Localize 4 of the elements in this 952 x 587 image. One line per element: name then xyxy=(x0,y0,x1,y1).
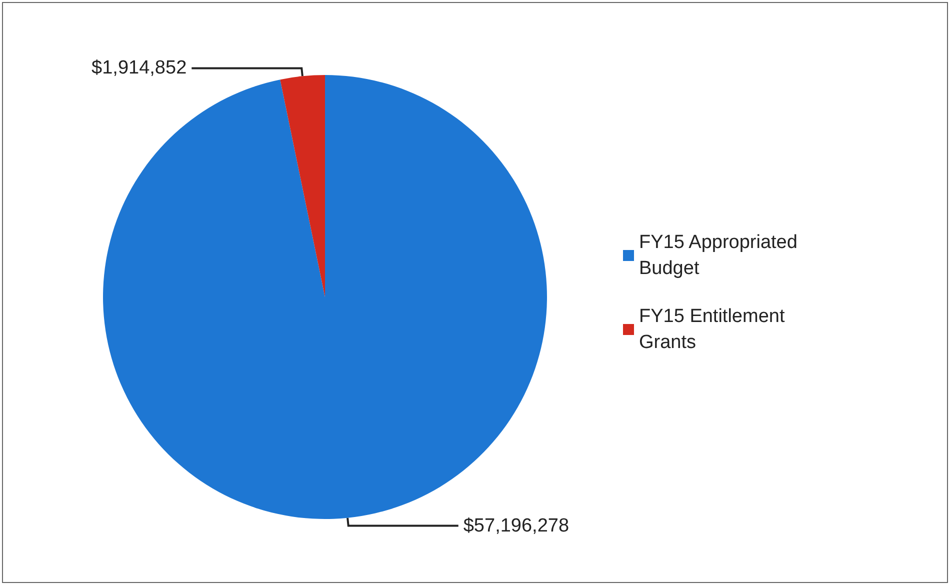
legend-label: FY15 Entitlement Grants xyxy=(639,306,790,353)
legend-label: FY15 Appropriated Budget xyxy=(639,232,803,279)
data-label: $57,196,278 xyxy=(463,515,570,536)
data-label: $1,914,852 xyxy=(92,58,187,79)
